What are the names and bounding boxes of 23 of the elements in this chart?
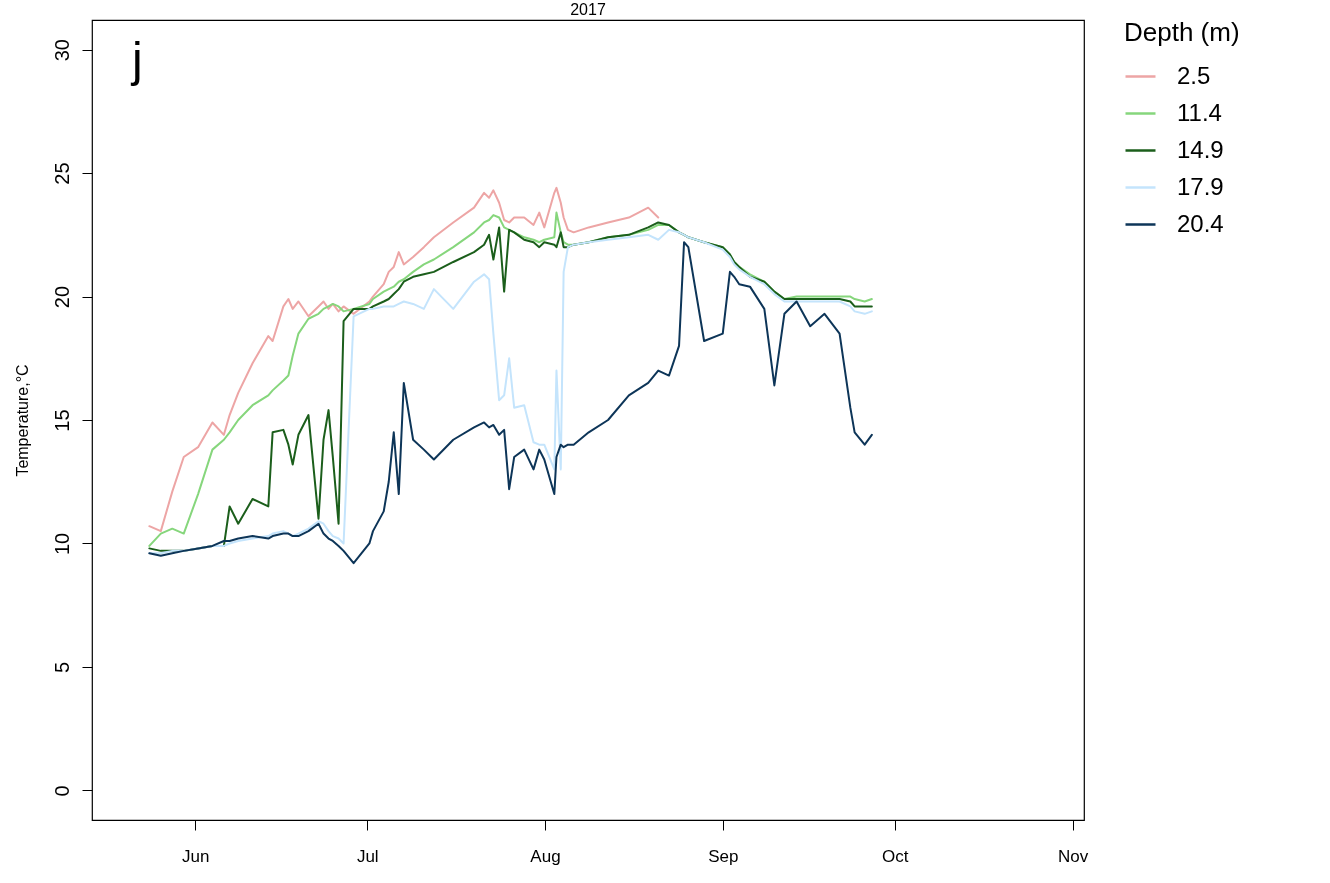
annotation: j xyxy=(130,33,143,86)
x-tick-label: Nov xyxy=(1057,846,1089,866)
x-tick-label: Jul xyxy=(356,846,379,866)
legend-label: 14.9 xyxy=(1177,135,1224,163)
x-tick-label: Sep xyxy=(708,846,739,866)
chart-title: 2017 xyxy=(570,1,606,18)
y-tick-label: 15 xyxy=(50,409,73,432)
y-axis-title: Temperature,°C xyxy=(13,364,31,477)
x-tick-label: Jun xyxy=(182,846,210,866)
x-tick-label: Oct xyxy=(882,846,909,866)
y-tick-label: 10 xyxy=(50,532,73,556)
legend-title: Depth (m) xyxy=(1124,17,1240,47)
line-series xyxy=(148,186,660,533)
y-tick-label: 0 xyxy=(50,785,73,797)
y-tick-label: 5 xyxy=(50,661,73,673)
legend-label: 17.9 xyxy=(1177,172,1224,200)
y-tick-label: 20 xyxy=(50,285,73,309)
y-tick-label: 25 xyxy=(50,162,73,185)
x-tick-label: Aug xyxy=(530,846,561,866)
legend-label: 11.4 xyxy=(1177,98,1222,126)
legend-label: 20.4 xyxy=(1177,209,1224,237)
legend-label: 2.5 xyxy=(1177,61,1211,89)
y-tick-label: 30 xyxy=(50,39,73,62)
